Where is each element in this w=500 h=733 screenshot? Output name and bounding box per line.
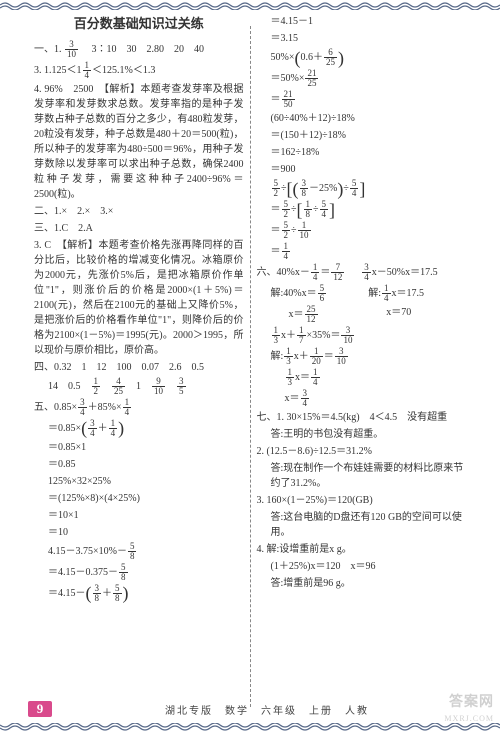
- section-6-row1: 六、40%x－14＝712 34x－50%x＝17.5: [257, 263, 467, 282]
- eq4a: 125%×32×25%: [34, 474, 244, 489]
- r1: ＝4.15－1: [257, 14, 467, 29]
- eq4c: ＝10×1: [34, 508, 244, 523]
- right-column: ＝4.15－1 ＝3.15 50%×(0.6＋625) ＝50%×2125 ＝2…: [251, 14, 473, 719]
- section-6c: 13x＋17×35%＝310: [257, 326, 467, 345]
- eq5a: 4.15－3.75×10%－58: [34, 542, 244, 561]
- footer-text: 湖北专版 数学 六年级 上册 人教: [165, 702, 369, 717]
- eq2: ＝0.85×1: [34, 440, 244, 455]
- section-6e: 13x＝14: [257, 368, 467, 387]
- answer-1-3: 3. 1.125＜114＜125.1%＜1.3: [34, 61, 244, 80]
- r7: ＝(150＋12)÷18%: [257, 128, 467, 143]
- section-4-r2: 14 0.5 12 425 1 910 35: [34, 377, 244, 396]
- section-7-3a: 答:这台电脑的D盘还有120 GB的空间可以使用。: [257, 510, 467, 540]
- section-7-3: 3. 160×(1－25%)＝120(GB): [257, 493, 467, 508]
- r5: ＝2150: [257, 90, 467, 109]
- section-6-row2: 解:40%x＝56 解:14x＝17.5: [257, 284, 467, 303]
- eq5b: ＝4.15－0.375－58: [34, 563, 244, 582]
- r12: ＝52÷110: [257, 221, 467, 240]
- section-7-4b: 答:增重前是96 g。: [257, 576, 467, 591]
- watermark: 答案网: [449, 691, 494, 711]
- eq1: ＝0.85×(34＋14): [34, 419, 244, 438]
- section-7-2a: 答:现在制作一个布娃娃需要的材料比原来节约了31.2%。: [257, 461, 467, 491]
- r3: 50%×(0.6＋625): [257, 48, 467, 67]
- r4: ＝50%×2125: [257, 69, 467, 88]
- page-title: 百分数基础知识过关练: [34, 14, 244, 34]
- r13: ＝14: [257, 242, 467, 261]
- watermark-sub: MXRJ.COM: [444, 714, 494, 723]
- section-5: 五、0.85×34＋85%×14: [34, 398, 244, 417]
- left-column: 百分数基础知识过关练 一、1. 310 3∶10 30 2.80 20 40 3…: [28, 14, 250, 719]
- section-7-4a: (1＋25%)x＝120 x＝96: [257, 559, 467, 574]
- eq5c: ＝4.15－(38＋58): [34, 584, 244, 603]
- section-6d: 解:13x＋120＝310: [257, 347, 467, 366]
- page-footer: 9 湖北专版 数学 六年级 上册 人教: [28, 701, 472, 717]
- section-2: 二、1.× 2.× 3.×: [34, 204, 244, 219]
- page-number: 9: [28, 701, 52, 717]
- r10: 52÷[(38－25%)÷54]: [257, 179, 467, 198]
- section-7-4: 4. 解:设增重前是x g。: [257, 542, 467, 557]
- section-7-1a: 答:王明的书包没有超重。: [257, 427, 467, 442]
- answer-1-1: 一、1. 310 3∶10 30 2.80 20 40: [34, 40, 244, 59]
- r11: ＝52÷[18÷54]: [257, 200, 467, 219]
- top-border: [0, 0, 500, 10]
- section-6-row3: x＝2512 x＝70: [257, 305, 467, 324]
- r9: ＝900: [257, 162, 467, 177]
- answer-1-4: 4. 96% 2500 【解析】本题考查发芽率及根据发芽率和发芽数求总数。发芽率…: [34, 82, 244, 202]
- eq4d: ＝10: [34, 525, 244, 540]
- eq3: ＝0.85: [34, 457, 244, 472]
- section-6f: x＝34: [257, 389, 467, 408]
- r6: (60÷40%＋12)÷18%: [257, 111, 467, 126]
- section-3-3: 3. C 【解析】本题考查价格先涨再降同样的百分比后，比较价格的增减变化情况。冰…: [34, 238, 244, 358]
- section-3: 三、1.C 2.A: [34, 221, 244, 236]
- eq4b: ＝(125%×8)×(4×25%): [34, 491, 244, 506]
- section-7-2: 2. (12.5－8.6)÷12.5＝31.2%: [257, 444, 467, 459]
- section-7-1: 七、1. 30×15%＝4.5(kg) 4＜4.5 没有超重: [257, 410, 467, 425]
- bottom-border: [0, 723, 500, 733]
- main-content: 百分数基础知识过关练 一、1. 310 3∶10 30 2.80 20 40 3…: [28, 14, 472, 719]
- r8: ＝162÷18%: [257, 145, 467, 160]
- section-4-r1: 四、0.32 1 12 100 0.07 2.6 0.5: [34, 360, 244, 375]
- r2: ＝3.15: [257, 31, 467, 46]
